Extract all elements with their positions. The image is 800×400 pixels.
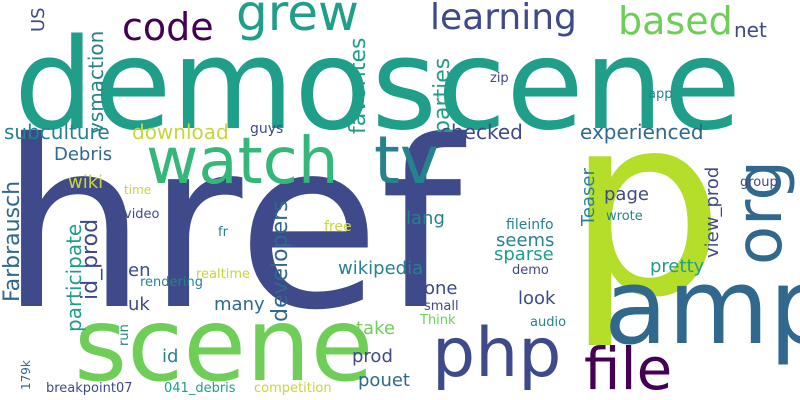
word-us: US bbox=[28, 7, 49, 32]
word-lang: lang bbox=[406, 208, 445, 229]
word-realtime: realtime bbox=[196, 267, 251, 282]
word-wikipedia: wikipedia bbox=[338, 258, 424, 279]
word-zip: zip bbox=[490, 71, 509, 86]
word-one: one bbox=[424, 278, 458, 299]
word-net: net bbox=[734, 18, 767, 42]
word-demoscene: demoscene bbox=[14, 11, 742, 158]
word-scene: scene bbox=[74, 286, 374, 400]
word-debris: Debris bbox=[54, 144, 113, 165]
word-prod: prod bbox=[352, 346, 393, 367]
word-vsmaction: vsmaction bbox=[84, 30, 108, 134]
word-fr: fr bbox=[218, 225, 228, 240]
word-guys: guys bbox=[250, 121, 284, 137]
word-take: take bbox=[356, 318, 395, 339]
word-run: run bbox=[117, 324, 132, 346]
word-favorites: favorites bbox=[346, 37, 371, 135]
word-file: file bbox=[584, 335, 673, 400]
word-pretty: pretty bbox=[650, 256, 705, 277]
word-fileinfo: fileinfo bbox=[506, 217, 554, 233]
word-download: download bbox=[132, 120, 229, 144]
word-wrote: wrote bbox=[606, 209, 643, 224]
word-experienced: experienced bbox=[580, 120, 704, 144]
word-group: group bbox=[740, 175, 778, 190]
word-audio: audio bbox=[530, 315, 567, 330]
word-look: look bbox=[518, 288, 556, 309]
word-seems: seems bbox=[496, 230, 555, 251]
word-demo: demo bbox=[512, 263, 549, 278]
word-href: href bbox=[0, 91, 462, 361]
word-checked: checked bbox=[440, 120, 523, 144]
word-learning: learning bbox=[430, 0, 577, 38]
word-rendering: rendering bbox=[140, 275, 203, 290]
word-watch: watch bbox=[146, 125, 339, 199]
word-app: app bbox=[648, 87, 673, 102]
word-uk: uk bbox=[128, 294, 150, 315]
word-teaser: Teaser bbox=[578, 168, 599, 226]
word-p: p bbox=[566, 61, 725, 352]
word-competition: competition bbox=[254, 381, 332, 396]
word-think: Think bbox=[420, 313, 456, 328]
word-id: id bbox=[162, 346, 179, 367]
word-page: page bbox=[604, 184, 649, 205]
word-based: based bbox=[618, 0, 733, 43]
word-free: free bbox=[324, 219, 352, 235]
word-en: en bbox=[128, 260, 151, 281]
word-179k: 179k bbox=[19, 360, 33, 390]
word-farbrausch: Farbrausch bbox=[0, 180, 25, 302]
word-php: php bbox=[432, 314, 562, 393]
word-wiki: wiki bbox=[68, 172, 104, 193]
word-grew: grew bbox=[236, 0, 359, 42]
word-subculture: subculture bbox=[4, 120, 110, 144]
word-participate: participate bbox=[62, 223, 86, 332]
word-developers: developers bbox=[268, 200, 293, 322]
word-code: code bbox=[122, 5, 214, 49]
word-tv: tv bbox=[374, 122, 439, 199]
word-small: small bbox=[424, 299, 459, 314]
word-041-debris: 041_debris bbox=[164, 381, 236, 396]
word-view-prod: view_prod bbox=[702, 166, 723, 258]
word-pouet: pouet bbox=[358, 370, 410, 391]
word-many: many bbox=[214, 294, 265, 315]
word-sparse: sparse bbox=[494, 244, 554, 265]
word-time: time bbox=[124, 183, 152, 197]
word-amp: amp bbox=[604, 246, 800, 368]
word-breakpoint07: breakpoint07 bbox=[46, 381, 133, 396]
word-video: video bbox=[124, 207, 160, 222]
